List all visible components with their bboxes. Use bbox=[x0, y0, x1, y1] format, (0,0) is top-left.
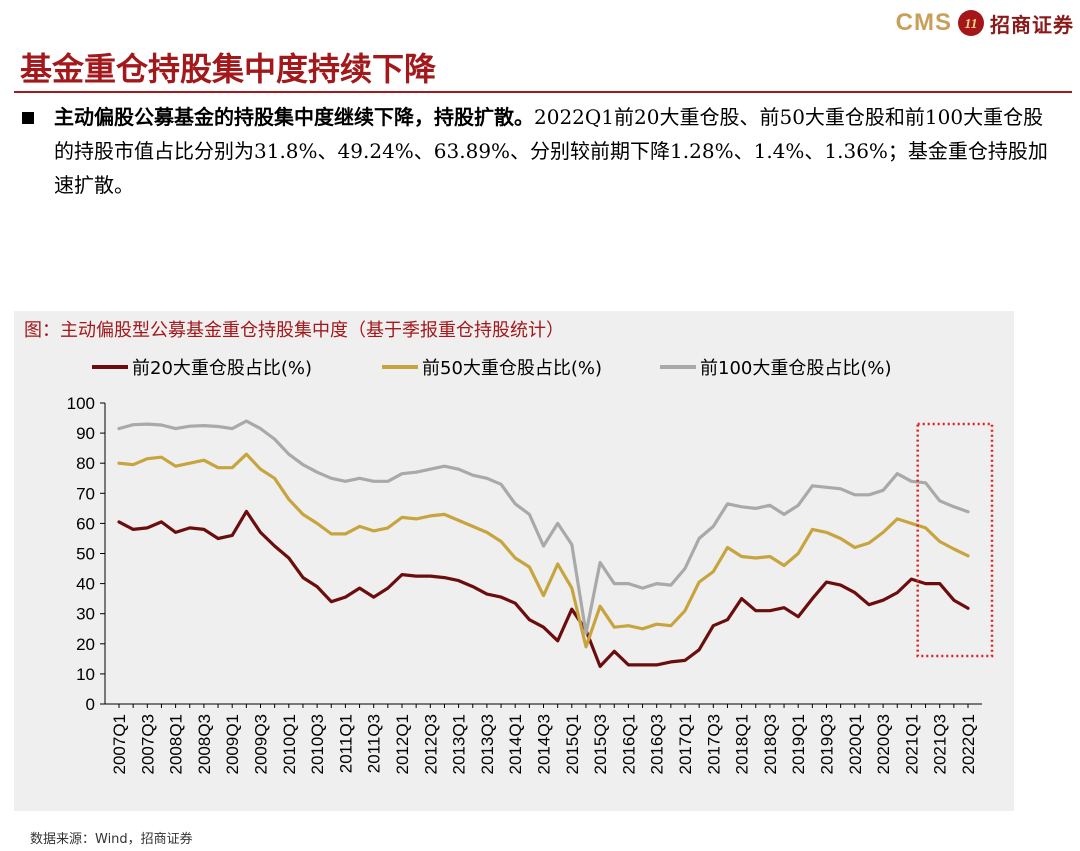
bullet-paragraph: 主动偏股公募基金的持股集中度继续下降，持股扩散。2022Q1前20大重仓股、前5… bbox=[54, 100, 1060, 202]
x-tick-label: 2007Q3 bbox=[138, 714, 157, 775]
logo-cms-text: CMS bbox=[895, 9, 952, 36]
chart-panel bbox=[14, 311, 1014, 811]
y-tick-label: 50 bbox=[76, 545, 95, 564]
y-tick-label: 30 bbox=[76, 605, 95, 624]
page-title: 基金重仓持股集中度持续下降 bbox=[20, 50, 437, 88]
bullet-bold-text: 主动偏股公募基金的持股集中度继续下降，持股扩散。 bbox=[54, 105, 534, 129]
x-tick-label: 2018Q1 bbox=[733, 714, 752, 775]
source-note: 数据来源：Wind，招商证券 bbox=[30, 832, 193, 847]
logo-mark-text: 11 bbox=[964, 17, 977, 32]
x-tick-label: 2021Q1 bbox=[902, 714, 921, 775]
bullet-square-icon bbox=[22, 112, 34, 124]
x-tick-label: 2018Q3 bbox=[761, 714, 780, 775]
x-tick-label: 2021Q3 bbox=[931, 714, 950, 775]
legend-label-1: 前20大重仓股占比(%) bbox=[132, 358, 312, 379]
x-tick-label: 2014Q3 bbox=[535, 714, 554, 775]
x-tick-label: 2019Q1 bbox=[789, 714, 808, 775]
x-tick-label: 2009Q3 bbox=[252, 714, 271, 775]
x-tick-label: 2013Q1 bbox=[450, 714, 469, 775]
series-line-2 bbox=[117, 452, 970, 649]
legend-label-3: 前100大重仓股占比(%) bbox=[700, 358, 892, 379]
brand-logo: CMS 11 招商证券 bbox=[896, 8, 1074, 38]
x-tick-label: 2008Q3 bbox=[195, 714, 214, 775]
y-tick-label: 60 bbox=[76, 514, 95, 533]
x-tick-label: 2019Q3 bbox=[818, 714, 837, 775]
x-tick-label: 2017Q1 bbox=[676, 714, 695, 775]
x-tick-label: 2010Q1 bbox=[280, 714, 299, 775]
chart-title: 图：主动偏股型公募基金重仓持股集中度（基于季报重仓持股统计） bbox=[24, 320, 564, 341]
x-tick-label: 2011Q3 bbox=[365, 714, 384, 773]
x-tick-label: 2013Q3 bbox=[478, 714, 497, 775]
highlight-box bbox=[916, 422, 994, 658]
y-tick-label: 80 bbox=[76, 454, 95, 473]
x-tick-label: 2015Q3 bbox=[591, 714, 610, 775]
logo-mark-icon: 11 bbox=[958, 10, 984, 36]
title-divider bbox=[14, 91, 1072, 93]
y-tick-label: 10 bbox=[76, 665, 95, 684]
series-line-1 bbox=[117, 509, 970, 669]
x-tick-label: 2020Q1 bbox=[846, 714, 865, 775]
x-tick-label: 2016Q1 bbox=[619, 714, 638, 775]
x-tick-label: 2008Q1 bbox=[167, 714, 186, 775]
logo-cn-text: 招商证券 bbox=[990, 12, 1074, 37]
x-tick-label: 2010Q3 bbox=[308, 714, 327, 775]
x-tick-label: 2016Q3 bbox=[648, 714, 667, 775]
x-tick-label: 2009Q1 bbox=[223, 714, 242, 775]
x-tick-label: 2017Q3 bbox=[704, 714, 723, 775]
x-tick-label: 2012Q1 bbox=[393, 714, 412, 775]
x-tick-label: 2022Q1 bbox=[959, 714, 978, 775]
y-tick-label: 40 bbox=[76, 575, 95, 594]
y-tick-label: 100 bbox=[67, 394, 95, 413]
x-tick-label: 2020Q3 bbox=[874, 714, 893, 775]
x-tick-label: 2007Q1 bbox=[110, 714, 129, 775]
y-tick-label: 0 bbox=[86, 695, 95, 714]
x-tick-label: 2012Q3 bbox=[421, 714, 440, 775]
bullet-body-text: 2022Q1前20大重仓股、前50大重仓股和前100大重仓股的持股市值占比分别为… bbox=[54, 105, 1048, 197]
y-tick-label: 70 bbox=[76, 484, 95, 503]
x-tick-label: 2015Q1 bbox=[563, 714, 582, 775]
y-tick-label: 20 bbox=[76, 635, 95, 654]
series-line-3 bbox=[117, 419, 970, 635]
x-tick-label: 2011Q1 bbox=[336, 714, 355, 773]
y-tick-label: 90 bbox=[76, 424, 95, 443]
x-tick-label: 2014Q1 bbox=[506, 714, 525, 775]
legend-label-2: 前50大重仓股占比(%) bbox=[422, 358, 602, 379]
